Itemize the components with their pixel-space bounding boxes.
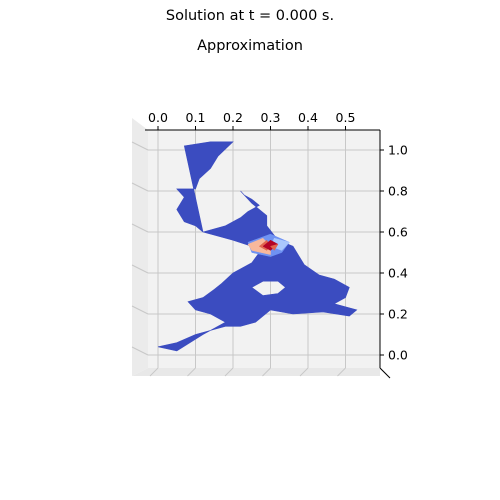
floor-grid-line (224, 367, 234, 377)
side-grid-line (131, 264, 149, 274)
x-tick-label: 0.2 (223, 110, 243, 125)
axis-lines (145, 129, 391, 379)
axes-title: Approximation (197, 38, 303, 54)
side-grid-line (131, 346, 149, 356)
x-tick-label: 0.4 (298, 110, 318, 125)
floor-grid-line (187, 367, 196, 377)
y-tick-label: 1.0 (388, 143, 408, 158)
floor-pane (132, 368, 380, 376)
floor-grid-line (337, 367, 346, 377)
side-grid-line (131, 223, 149, 233)
z-axis-line (379, 367, 391, 379)
side-grid-line (131, 141, 149, 151)
floor-grid-line (149, 367, 159, 377)
x-tick-label: 0.0 (148, 110, 168, 125)
y-tick-label: 0.8 (388, 184, 408, 199)
y-tick-label: 0.4 (388, 266, 408, 281)
floor-grid-line (299, 367, 309, 377)
side-grid-line (131, 305, 149, 315)
surface-patch-peak (262, 239, 279, 251)
y-tick-label: 0.6 (388, 225, 408, 240)
figure-suptitle: Solution at t = 0.000 s. (165, 8, 335, 24)
y-axis-ticks: 0.0 0.2 0.4 0.6 0.8 1.0 (380, 143, 408, 363)
surface-layer (157, 141, 358, 352)
left-pane (132, 118, 148, 376)
y-tick-label: 0.0 (388, 348, 408, 363)
y-tick-label: 0.2 (388, 307, 408, 322)
floor-grid-line (262, 367, 271, 377)
x-axis-ticks: 0.0 0.1 0.2 0.3 0.4 0.5 (148, 110, 355, 130)
x-tick-label: 0.3 (261, 110, 281, 125)
surface-patch-high (270, 243, 279, 251)
x-tick-label: 0.5 (336, 110, 356, 125)
x-tick-label: 0.1 (186, 110, 206, 125)
side-grid-line (131, 182, 149, 192)
